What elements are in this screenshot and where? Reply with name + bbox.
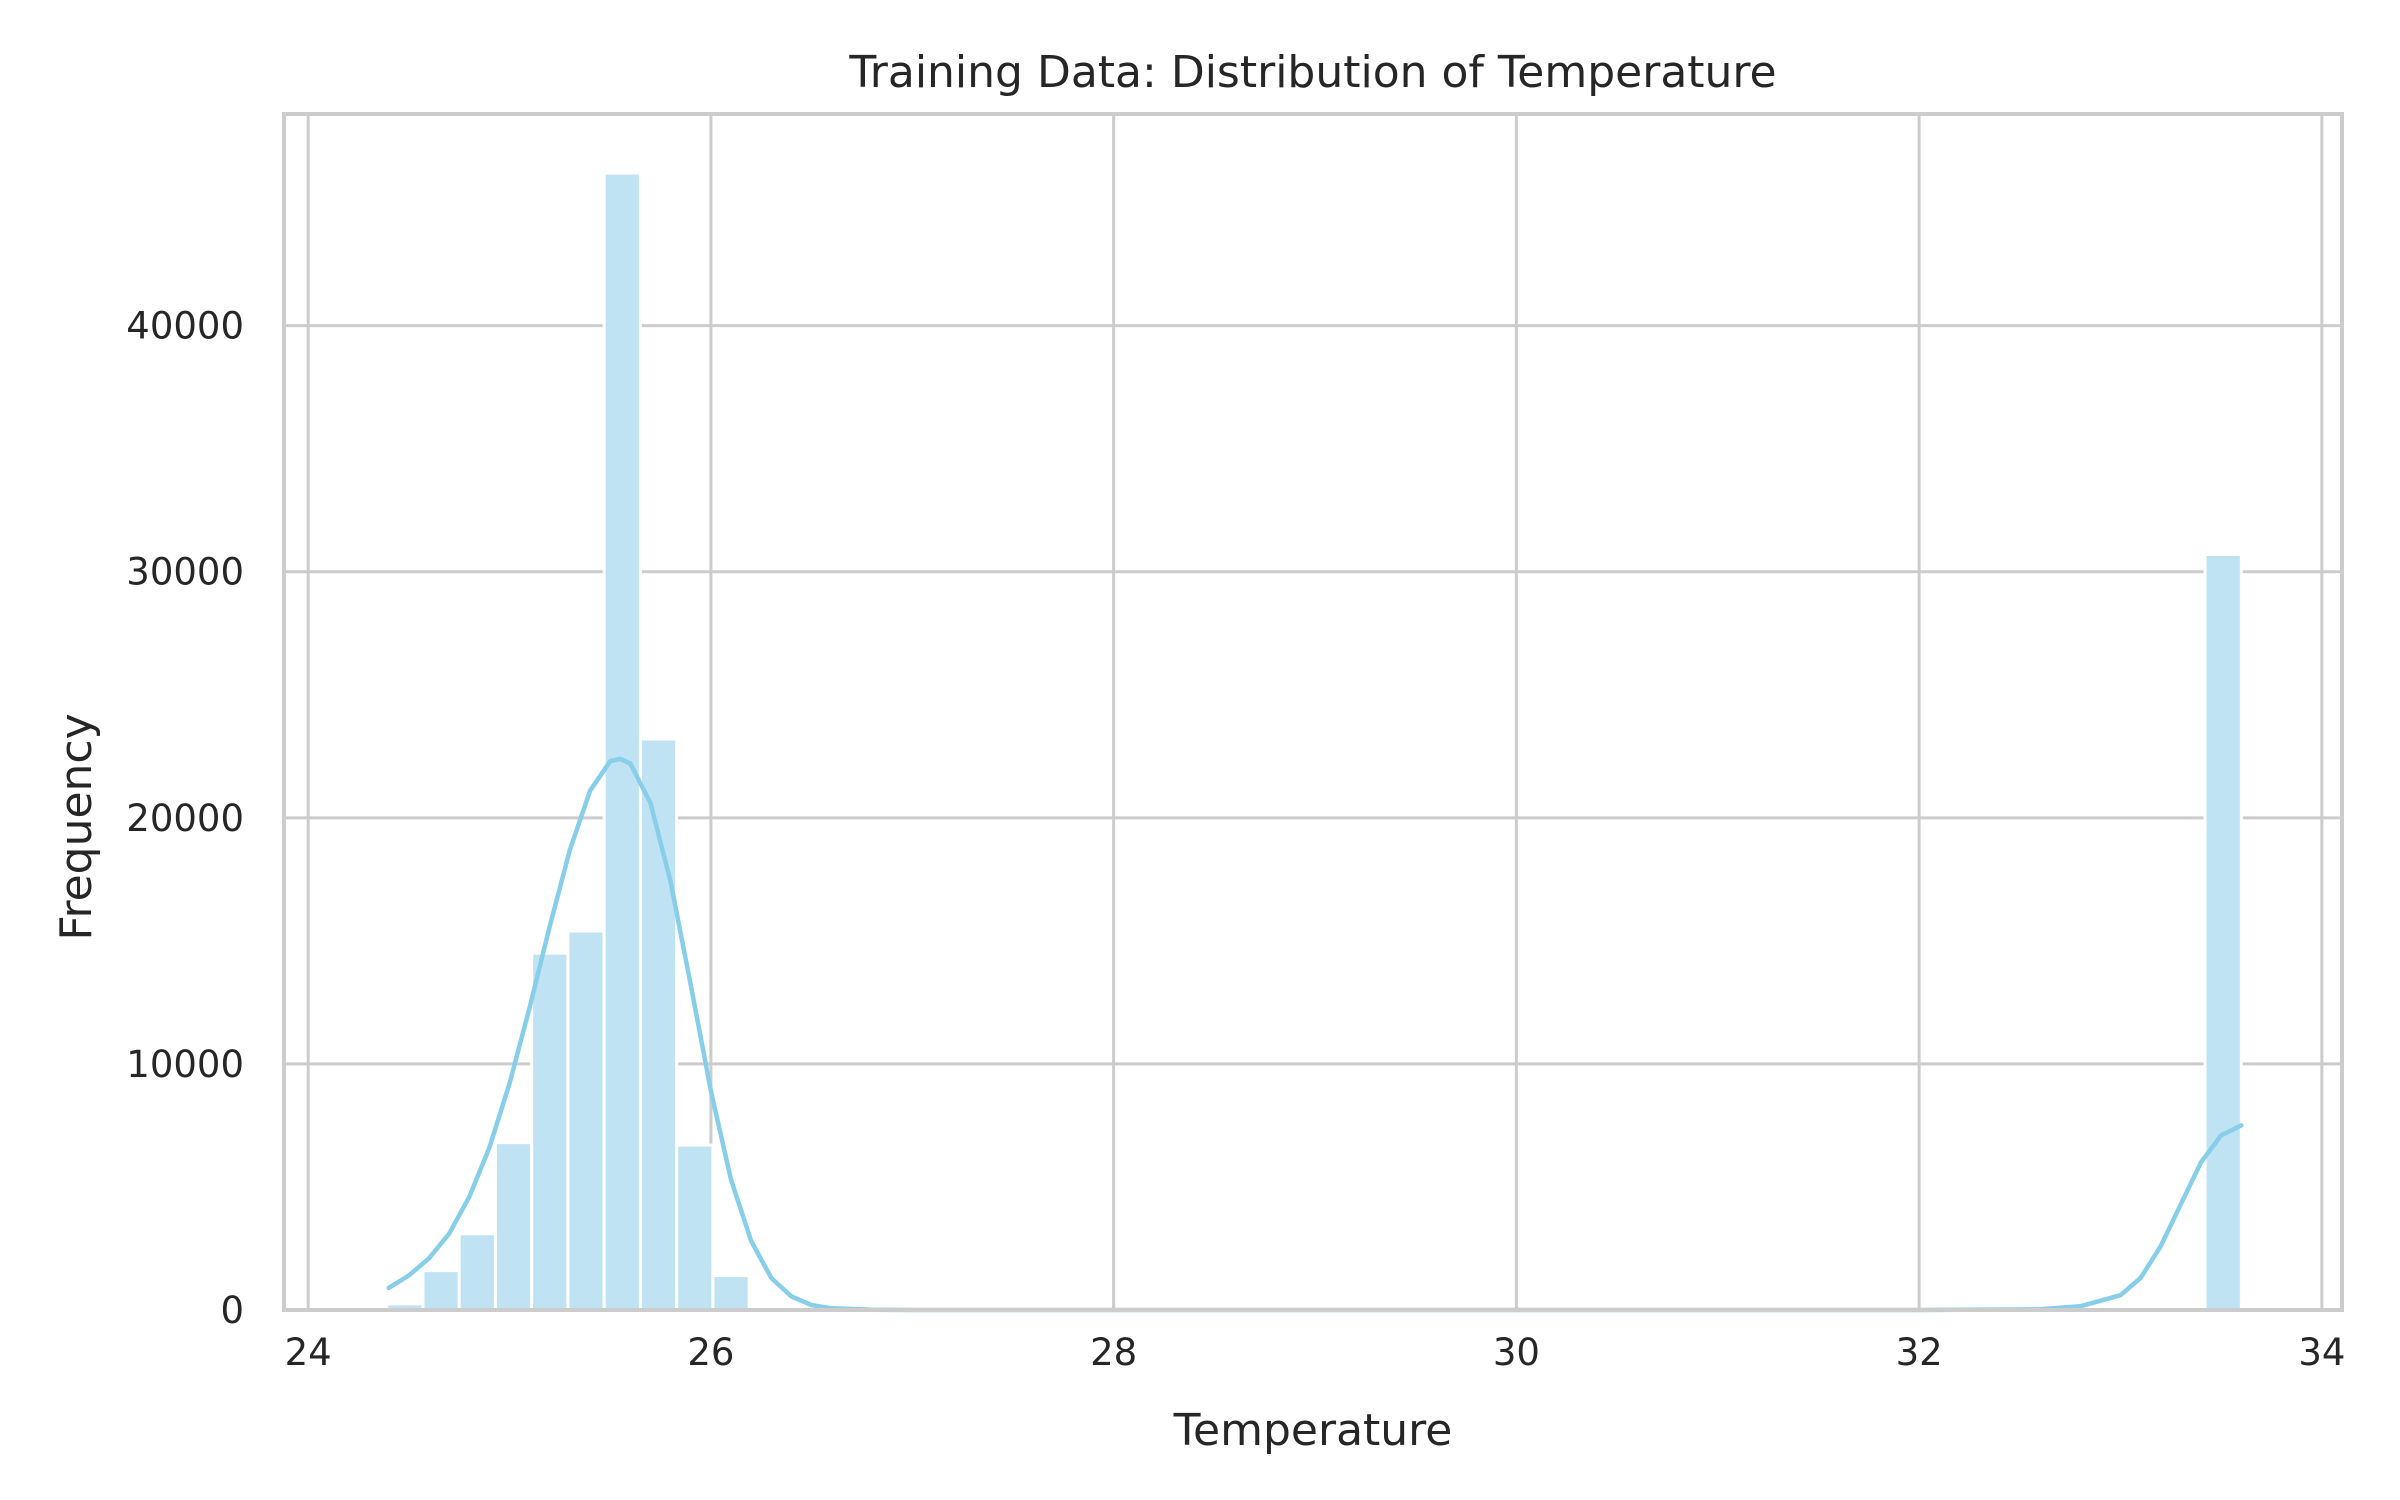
x-tick-label: 28 <box>1090 1331 1137 1374</box>
kde-layer <box>386 756 2244 1313</box>
y-tick-label: 10000 <box>126 1043 244 1086</box>
y-tick-label: 40000 <box>126 305 244 348</box>
x-axis-title: Temperature <box>1173 1405 1453 1456</box>
y-tick-label: 20000 <box>126 797 244 840</box>
x-tick-label: 30 <box>1493 1331 1540 1374</box>
histogram-bar <box>530 951 570 1312</box>
x-tick-label: 34 <box>2298 1331 2345 1374</box>
histogram-bar <box>638 737 679 1312</box>
y-tick-labels: 0 10000 20000 30000 40000 <box>126 305 244 1332</box>
histogram-bar <box>493 1141 534 1312</box>
y-tick-label: 0 <box>220 1289 244 1332</box>
x-tick-label: 32 <box>1896 1331 1943 1374</box>
x-tick-label: 24 <box>285 1331 332 1374</box>
y-axis-title: Frequency <box>51 713 102 940</box>
histogram-bar <box>2203 553 2243 1312</box>
y-tick-label: 30000 <box>126 551 244 594</box>
histogram-bar <box>675 1143 715 1312</box>
plot-frame <box>282 112 2344 1312</box>
histogram-bar <box>457 1232 497 1312</box>
x-tick-label: 26 <box>687 1331 734 1374</box>
kde-curve <box>386 756 2244 1313</box>
histogram-bar <box>421 1269 461 1312</box>
histogram-bar <box>602 171 642 1312</box>
x-tick-labels: 24 26 28 30 32 34 <box>285 1331 2346 1374</box>
chart-title: Training Data: Distribution of Temperatu… <box>848 47 1776 98</box>
histogram-bar <box>566 929 606 1312</box>
histogram-bar <box>711 1274 751 1312</box>
